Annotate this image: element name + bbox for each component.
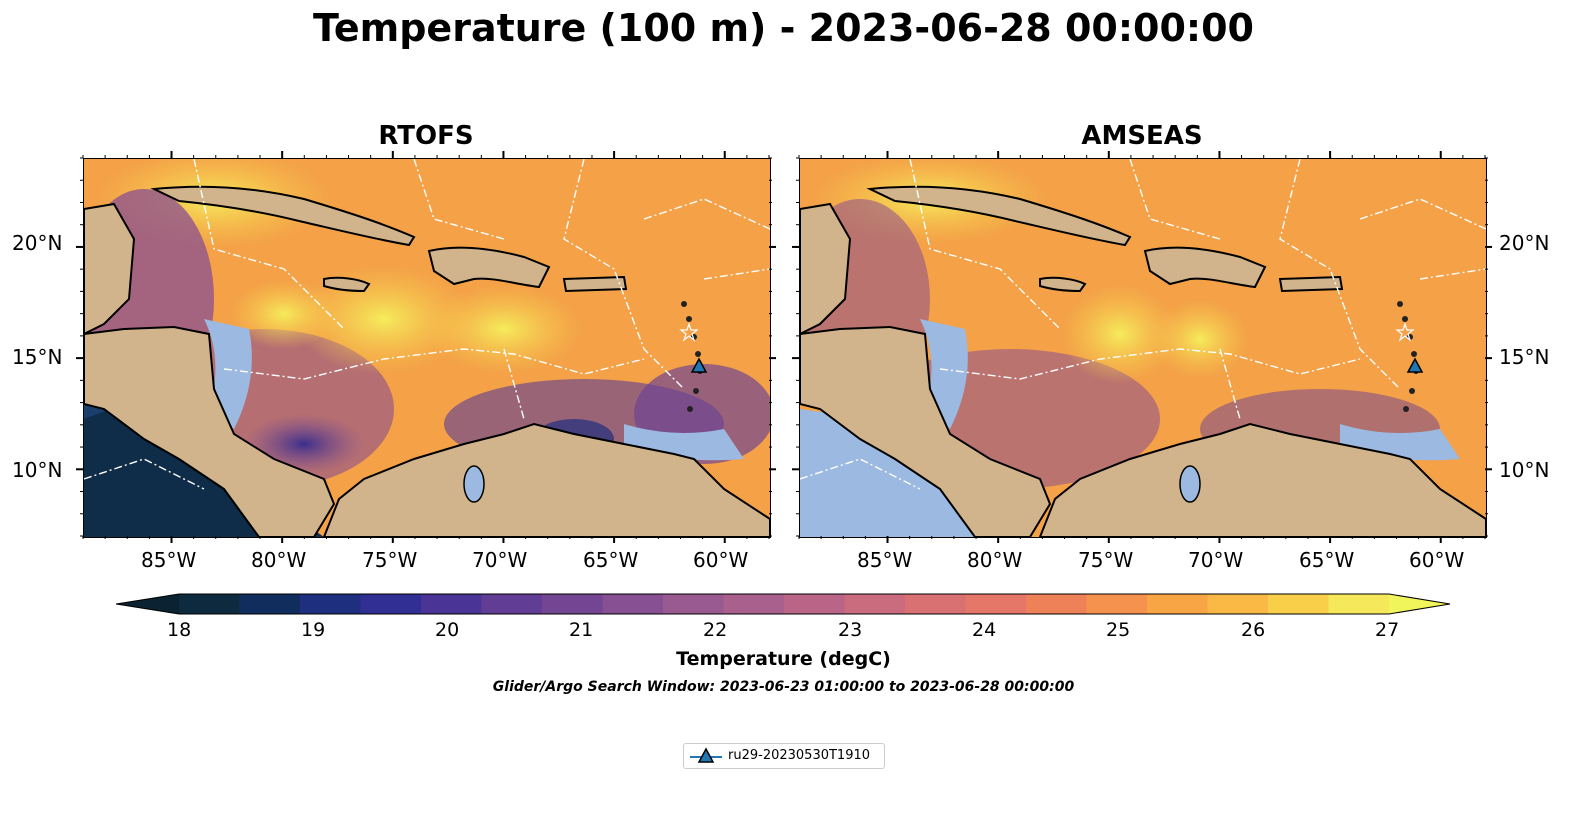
colorbar-segment (481, 594, 543, 614)
colorbar-segment (784, 594, 845, 614)
eez-boundaries (84, 159, 770, 490)
glider-marker (690, 357, 708, 373)
cuba (150, 185, 416, 247)
colorbar-tick-label: 21 (569, 619, 594, 641)
x-tick-label: 75°W (362, 548, 418, 572)
hot-patch (1060, 284, 1180, 384)
colorbar (116, 593, 1451, 615)
amseas-map-svg (800, 159, 1486, 537)
colorbar-segment (1207, 594, 1269, 614)
x-tick-label: 65°W (1299, 548, 1355, 572)
colorbar-segment (1268, 594, 1329, 614)
colorbar-segment (905, 594, 966, 614)
colorbar-tick-label: 23 (838, 619, 863, 641)
eez-boundaries (800, 159, 1486, 490)
yucatan (800, 202, 852, 336)
colorbar-segment (421, 594, 482, 614)
jamaica (323, 276, 371, 293)
colorbar-tick-label: 18 (167, 619, 192, 641)
x-tick-label: 80°W (967, 548, 1023, 572)
colorbar-tick-label: 26 (1241, 619, 1266, 641)
x-tick-label: 85°W (141, 548, 197, 572)
colorbar-segment (239, 594, 301, 614)
colorbar-extend-high (1389, 594, 1450, 614)
x-tick-label: 85°W (857, 548, 913, 572)
puerto-rico (562, 275, 628, 293)
glider-star (679, 322, 699, 342)
cuba (866, 185, 1132, 247)
colorbar-segment (1026, 594, 1087, 614)
colorbar-title: Temperature (degC) (676, 648, 891, 670)
y-tick-label: 20°N (1499, 231, 1550, 255)
x-tick-label: 75°W (1078, 548, 1134, 572)
colorbar-segment (723, 594, 785, 614)
y-tick-label: 15°N (1499, 345, 1550, 369)
glider-marker (1406, 357, 1424, 373)
x-tick-label: 70°W (472, 548, 528, 572)
lake-maracaibo (463, 465, 485, 503)
colorbar-tick-label: 20 (435, 619, 460, 641)
south-america (322, 422, 770, 537)
x-tick-label: 65°W (583, 548, 639, 572)
rtofs-map (83, 158, 771, 538)
glider-star (1395, 322, 1415, 342)
colorbar-segment (542, 594, 603, 614)
y-tick-label: 20°N (12, 231, 63, 255)
hot-patch (424, 284, 584, 374)
jamaica (1039, 276, 1087, 293)
hispaniola (1143, 246, 1267, 289)
puerto-rico (1278, 275, 1344, 293)
colorbar-segment (1086, 594, 1148, 614)
y-tick-label: 15°N (12, 345, 63, 369)
x-tick-label: 60°W (693, 548, 749, 572)
panel-title-amseas: AMSEAS (1081, 121, 1203, 151)
colorbar-segment (300, 594, 361, 614)
legend-marker (690, 747, 722, 763)
central-america (84, 325, 336, 537)
hispaniola (427, 246, 551, 289)
x-tick-label: 80°W (251, 548, 307, 572)
colorbar-tick-label: 24 (972, 619, 997, 641)
colorbar-extend-low (116, 594, 179, 614)
colorbar-segment (844, 594, 906, 614)
colorbar-segment (360, 594, 422, 614)
y-tick-label: 10°N (12, 458, 63, 482)
lake-maracaibo (1179, 465, 1201, 503)
x-tick-label: 60°W (1409, 548, 1465, 572)
colorbar-tick-label: 22 (703, 619, 728, 641)
legend: ru29-20230530T1910 (683, 743, 885, 769)
hot-patch (294, 264, 474, 374)
south-america (1038, 422, 1486, 537)
legend-label: ru29-20230530T1910 (728, 748, 871, 763)
yucatan (84, 202, 136, 336)
amseas-map (799, 158, 1487, 538)
colorbar-tick-label: 25 (1106, 619, 1131, 641)
colorbar-tick-label: 27 (1375, 619, 1400, 641)
y-tick-label: 10°N (1499, 458, 1550, 482)
colorbar-segment (663, 594, 724, 614)
colorbar-segment (965, 594, 1027, 614)
colorbar-segment (1328, 594, 1390, 614)
colorbar-segment (179, 594, 240, 614)
hot-patch (1150, 299, 1250, 379)
rtofs-map-svg (84, 159, 770, 537)
x-tick-label: 70°W (1188, 548, 1244, 572)
figure-title: Temperature (100 m) - 2023-06-28 00:00:0… (312, 6, 1254, 50)
colorbar-tick-label: 19 (301, 619, 326, 641)
search-window-note: Glider/Argo Search Window: 2023-06-23 01… (492, 679, 1075, 695)
colorbar-segment (602, 594, 664, 614)
panel-title-rtofs: RTOFS (378, 121, 474, 151)
colorbar-segment (1147, 594, 1208, 614)
central-america (800, 325, 1052, 537)
